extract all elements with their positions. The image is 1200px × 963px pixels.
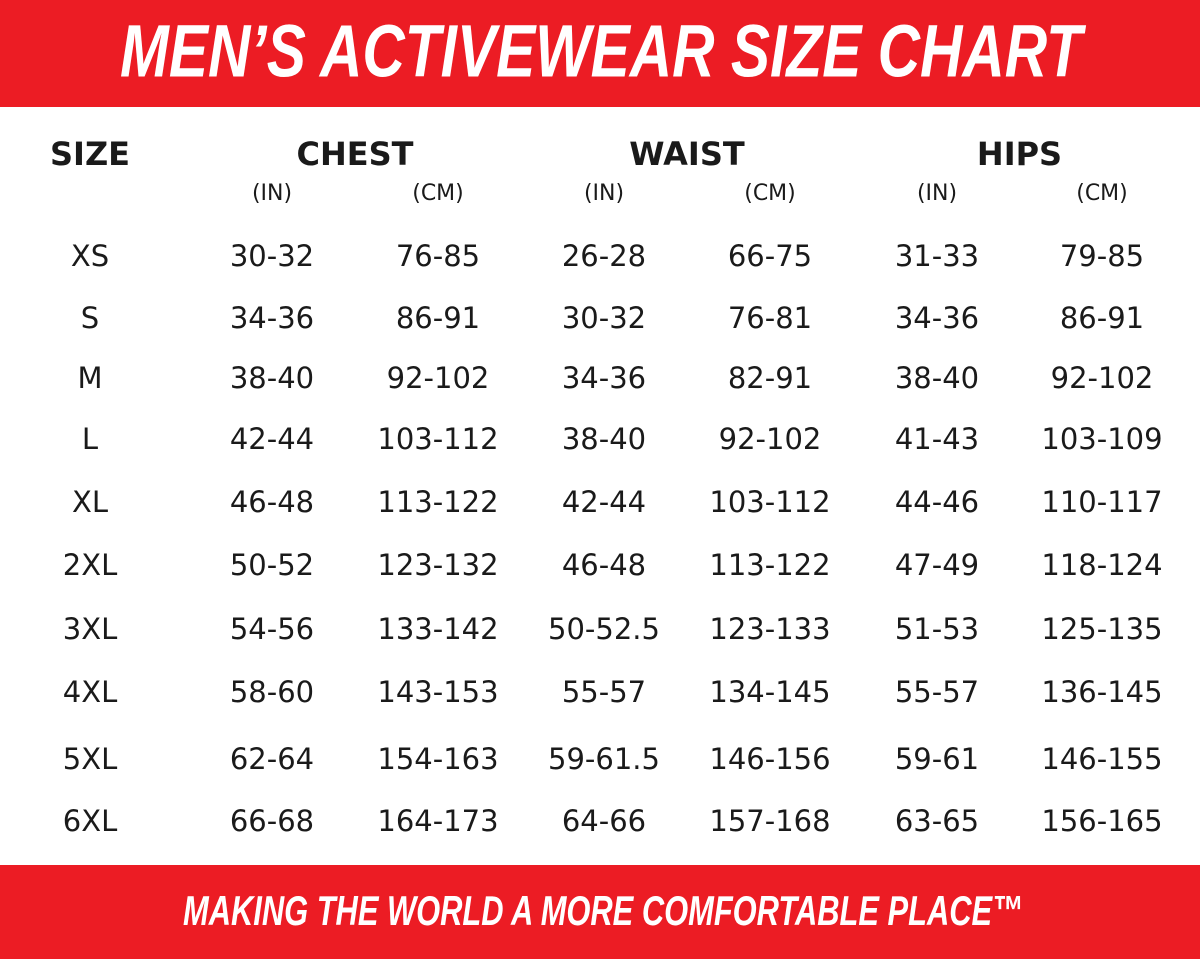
- measurement: 66-68: [230, 804, 314, 838]
- unit-label: (IN): [252, 181, 292, 206]
- measurement: 123-132: [377, 548, 498, 582]
- measurement: 38-40: [230, 361, 314, 395]
- measurement: 59-61: [895, 742, 979, 776]
- measurement: 146-155: [1041, 742, 1162, 776]
- measurement: 58-60: [230, 675, 314, 709]
- size-label: 4XL: [63, 675, 117, 709]
- footer-banner: [0, 865, 1200, 959]
- measurement: 55-57: [895, 675, 979, 709]
- measurement: 86-91: [1060, 301, 1144, 335]
- measurement: 143-153: [377, 675, 498, 709]
- measurement: 34-36: [895, 301, 979, 335]
- size-label: 6XL: [63, 804, 117, 838]
- measurement: 92-102: [1051, 361, 1154, 395]
- title-banner: [0, 0, 1200, 107]
- group-header: WAIST: [629, 135, 745, 173]
- measurement: 133-142: [377, 612, 498, 646]
- measurement: 103-109: [1041, 422, 1162, 456]
- measurement: 50-52.5: [548, 612, 660, 646]
- measurement: 55-57: [562, 675, 646, 709]
- unit-label: (CM): [1076, 181, 1128, 206]
- measurement: 118-124: [1041, 548, 1162, 582]
- size-label: S: [81, 301, 99, 335]
- measurement: 34-36: [230, 301, 314, 335]
- measurement: 64-66: [562, 804, 646, 838]
- measurement: 79-85: [1060, 239, 1144, 273]
- measurement: 113-122: [709, 548, 830, 582]
- measurement: 125-135: [1041, 612, 1162, 646]
- measurement: 50-52: [230, 548, 314, 582]
- size-label: XS: [71, 239, 109, 273]
- measurement: 86-91: [396, 301, 480, 335]
- tagline: MAKING THE WORLD A MORE COMFORTABLE PLAC…: [183, 887, 1023, 934]
- measurement: 54-56: [230, 612, 314, 646]
- unit-label: (CM): [412, 181, 464, 206]
- measurement: 42-44: [230, 422, 314, 456]
- measurement: 62-64: [230, 742, 314, 776]
- size-label: 3XL: [63, 612, 117, 646]
- measurement: 44-46: [895, 485, 979, 519]
- unit-label: (CM): [744, 181, 796, 206]
- measurement: 30-32: [562, 301, 646, 335]
- size-header: SIZE: [50, 135, 130, 173]
- measurement: 76-81: [728, 301, 812, 335]
- measurement: 110-117: [1041, 485, 1162, 519]
- measurement: 66-75: [728, 239, 812, 273]
- unit-label: (IN): [917, 181, 957, 206]
- size-label: 5XL: [63, 742, 117, 776]
- measurement: 38-40: [562, 422, 646, 456]
- measurement: 146-156: [709, 742, 830, 776]
- measurement: 30-32: [230, 239, 314, 273]
- measurement: 34-36: [562, 361, 646, 395]
- measurement: 92-102: [719, 422, 822, 456]
- size-label: XL: [72, 485, 108, 519]
- measurement: 46-48: [230, 485, 314, 519]
- group-header: CHEST: [297, 135, 414, 173]
- title: MEN’S ACTIVEWEAR SIZE CHART: [120, 10, 1087, 93]
- measurement: 82-91: [728, 361, 812, 395]
- measurement: 154-163: [377, 742, 498, 776]
- measurement: 41-43: [895, 422, 979, 456]
- measurement: 134-145: [709, 675, 830, 709]
- size-label: M: [77, 361, 102, 395]
- measurement: 38-40: [895, 361, 979, 395]
- size-label: 2XL: [63, 548, 117, 582]
- measurement: 63-65: [895, 804, 979, 838]
- measurement: 164-173: [377, 804, 498, 838]
- measurement: 26-28: [562, 239, 646, 273]
- measurement: 103-112: [709, 485, 830, 519]
- measurement: 92-102: [387, 361, 490, 395]
- measurement: 47-49: [895, 548, 979, 582]
- unit-label: (IN): [584, 181, 624, 206]
- measurement: 76-85: [396, 239, 480, 273]
- measurement: 123-133: [709, 612, 830, 646]
- size-label: L: [82, 422, 98, 456]
- measurement: 31-33: [895, 239, 979, 273]
- group-header: HIPS: [977, 135, 1062, 173]
- measurement: 51-53: [895, 612, 979, 646]
- measurement: 157-168: [709, 804, 830, 838]
- measurement: 103-112: [377, 422, 498, 456]
- measurement: 113-122: [377, 485, 498, 519]
- table: CHEST(IN) (CM)WAIST(IN) (CM)HIPS(IN) (CM)XS…: [63, 135, 1163, 838]
- measurement: 59-61.5: [548, 742, 660, 776]
- measurement: 156-165: [1041, 804, 1162, 838]
- measurement: 136-145: [1041, 675, 1162, 709]
- measurement: 42-44: [562, 485, 646, 519]
- measurement: 46-48: [562, 548, 646, 582]
